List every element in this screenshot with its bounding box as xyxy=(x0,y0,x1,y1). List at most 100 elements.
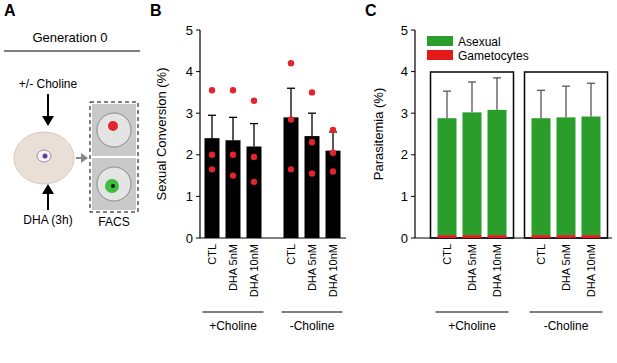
bar xyxy=(532,235,551,238)
x-tick-label: CTL xyxy=(441,244,453,265)
bar xyxy=(488,110,507,235)
error-cap xyxy=(493,77,501,78)
bar xyxy=(284,117,299,238)
group-rule xyxy=(282,311,343,312)
y-tick-label: 4 xyxy=(401,64,408,79)
y-tick xyxy=(411,196,415,197)
bar xyxy=(326,151,341,238)
y-tick-label: 1 xyxy=(186,189,193,204)
replicate-point xyxy=(251,154,257,160)
group-label: +Choline xyxy=(448,319,496,333)
y-tick xyxy=(196,196,200,197)
y-tick xyxy=(196,154,200,155)
y-tick xyxy=(196,30,200,31)
replicate-point xyxy=(288,166,294,172)
facs-signal xyxy=(111,184,115,188)
y-tick-label: 2 xyxy=(401,147,408,162)
header-rule xyxy=(4,50,140,51)
bar xyxy=(488,235,507,238)
error-cap xyxy=(468,81,476,82)
x-tick-label: DHA 5nM xyxy=(306,244,318,291)
bar xyxy=(205,138,220,238)
error-cap xyxy=(229,117,237,118)
x-tick-label: CTL xyxy=(206,244,218,265)
y-tick xyxy=(196,71,200,72)
y-tick xyxy=(196,238,200,239)
x-tick-label: CTL xyxy=(285,244,297,265)
facs-cell xyxy=(97,167,131,201)
panel-label: A xyxy=(4,2,16,19)
error-bar xyxy=(211,115,212,138)
panel-label: B xyxy=(150,2,162,19)
error-bar xyxy=(253,124,254,147)
error-bar xyxy=(290,88,291,117)
error-bar xyxy=(496,78,497,110)
x-tick-label: CTL xyxy=(535,244,547,265)
y-tick xyxy=(411,30,415,31)
bar xyxy=(557,235,576,238)
replicate-point xyxy=(251,98,257,104)
plot-marks xyxy=(205,60,341,238)
facs-signal xyxy=(105,179,119,193)
y-tick xyxy=(411,113,415,114)
y-tick xyxy=(411,154,415,155)
error-bar xyxy=(590,83,591,116)
bar xyxy=(226,140,241,238)
error-cap xyxy=(587,83,595,84)
group-frame xyxy=(525,72,608,238)
cell xyxy=(14,132,74,184)
replicate-point xyxy=(230,172,236,178)
x-tick-label: DHA 10nM xyxy=(491,244,503,297)
error-cap xyxy=(308,113,316,114)
error-bar xyxy=(565,86,566,117)
top-label: +/- Choline xyxy=(19,77,78,91)
group-rule xyxy=(530,311,603,312)
x-tick-label: DHA 10nM xyxy=(248,244,260,297)
y-axis xyxy=(414,30,415,238)
y-axis-label: Sexual Conversion (%) xyxy=(154,68,169,201)
arrow-head xyxy=(81,153,88,163)
panel-label: C xyxy=(365,2,377,19)
group-rule xyxy=(436,311,509,312)
x-tick-label: DHA 10nM xyxy=(585,244,597,297)
bottom-label: DHA (3h) xyxy=(23,213,72,227)
error-bar xyxy=(540,90,541,118)
arrow xyxy=(47,94,49,118)
bar xyxy=(532,118,551,235)
error-cap xyxy=(562,86,570,87)
x-tick-label: DHA 5nM xyxy=(466,244,478,291)
group-label: -Choline xyxy=(290,319,335,333)
replicate-point xyxy=(309,139,315,145)
bar xyxy=(438,118,457,235)
replicate-point xyxy=(330,127,336,133)
error-bar xyxy=(232,117,233,140)
replicate-point xyxy=(209,87,215,93)
x-tick-label: DHA 5nM xyxy=(227,244,239,291)
facs-image xyxy=(92,104,136,156)
y-tick xyxy=(411,71,415,72)
replicate-point xyxy=(230,87,236,93)
legend-swatch xyxy=(427,36,453,46)
y-tick-label: 1 xyxy=(401,189,408,204)
arrow-head xyxy=(42,116,54,126)
arrow-head xyxy=(42,184,54,194)
error-bar xyxy=(446,91,447,118)
box-label: FACS xyxy=(98,215,129,229)
bar xyxy=(557,117,576,235)
replicate-point xyxy=(230,152,236,158)
error-cap xyxy=(443,91,451,92)
bar xyxy=(582,117,601,236)
x-tick-label: DHA 10nM xyxy=(327,244,339,297)
facs-signal xyxy=(108,121,118,131)
group-frame xyxy=(431,72,514,238)
y-tick-label: 5 xyxy=(401,23,408,38)
header: Generation 0 xyxy=(32,30,107,45)
y-tick-label: 3 xyxy=(401,106,408,121)
y-tick-label: 5 xyxy=(186,23,193,38)
bar xyxy=(463,112,482,235)
y-tick xyxy=(196,113,200,114)
bar xyxy=(438,235,457,238)
replicate-point xyxy=(309,170,315,176)
bar xyxy=(463,235,482,238)
error-cap xyxy=(208,115,216,116)
